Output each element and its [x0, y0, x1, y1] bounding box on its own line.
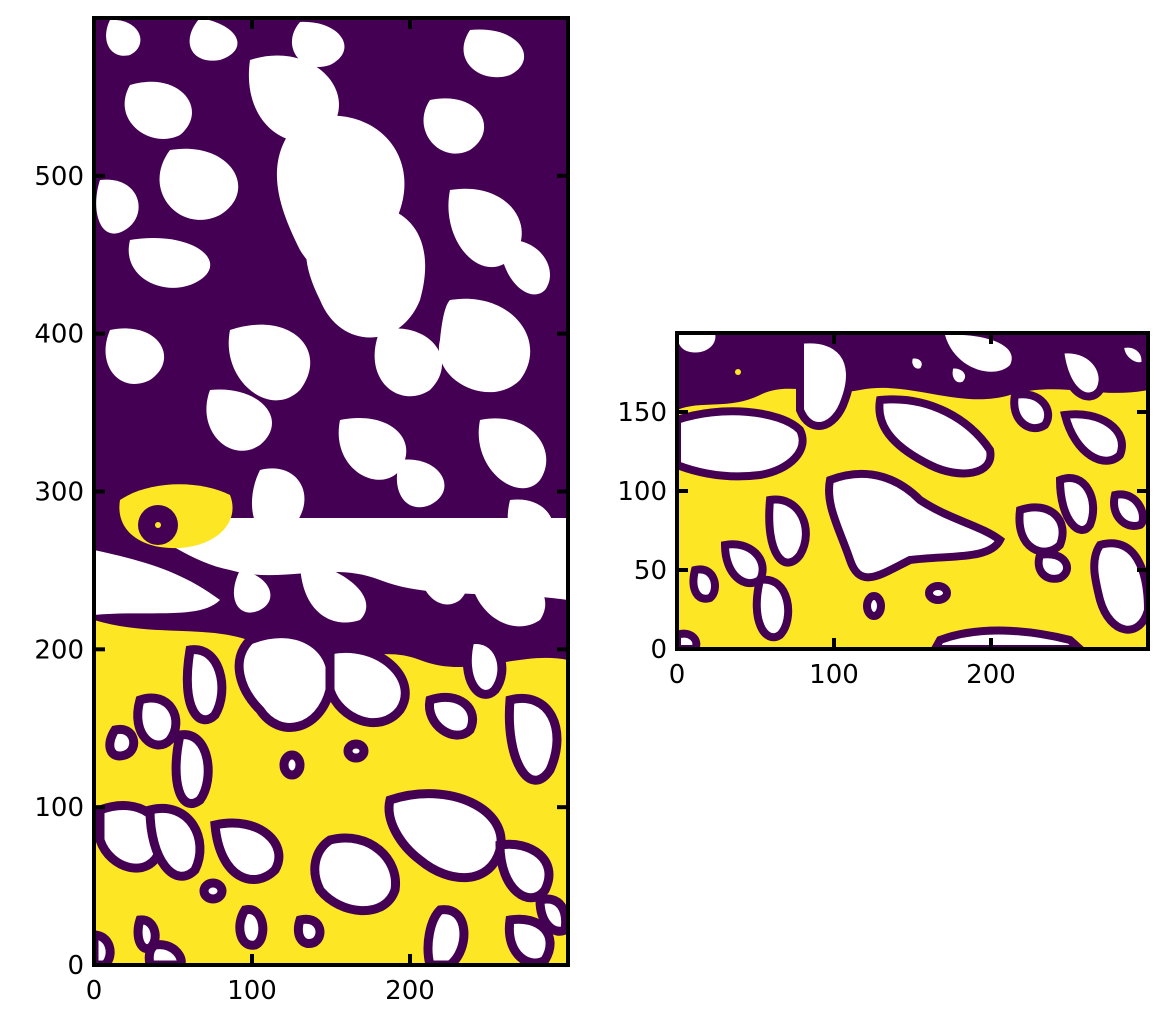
left-ring-center: [155, 522, 161, 528]
right-panel: 0 100 200 0 50 100 150: [617, 331, 1150, 690]
left-ytick-label: 500: [34, 162, 84, 192]
right-ticks: 0 100 200 0 50 100 150: [617, 333, 1148, 690]
right-xtick-label: 100: [809, 660, 859, 690]
left-outlined-blobs: [94, 629, 568, 965]
left-xtick-label: 100: [227, 976, 277, 1006]
right-heatmap: [677, 333, 1148, 649]
left-ytick-label: 0: [67, 951, 84, 981]
right-ytick-label: 50: [634, 556, 667, 586]
left-ticks: 0 100 200 0 100 200 300 400 500: [34, 18, 568, 1006]
left-ytick-label: 200: [34, 635, 84, 665]
right-ring-center: [735, 369, 741, 375]
right-ytick-label: 0: [650, 635, 667, 665]
right-ytick-label: 150: [617, 398, 667, 428]
right-xtick-label: 0: [669, 660, 686, 690]
left-xtick-label: 200: [385, 976, 435, 1006]
right-white-blobs: [677, 333, 1012, 372]
right-ytick-label: 100: [617, 477, 667, 507]
left-heatmap: [94, 18, 568, 965]
left-ytick-label: 300: [34, 478, 84, 508]
left-ytick-label: 100: [34, 793, 84, 823]
left-white-blobs: [94, 18, 554, 627]
right-xtick-label: 200: [966, 660, 1016, 690]
left-panel: 0 100 200 0 100 200 300 400 500: [34, 16, 570, 1006]
left-xtick-label: 0: [86, 976, 103, 1006]
left-ytick-label: 400: [34, 320, 84, 350]
right-outlined-blobs: [677, 335, 1148, 649]
